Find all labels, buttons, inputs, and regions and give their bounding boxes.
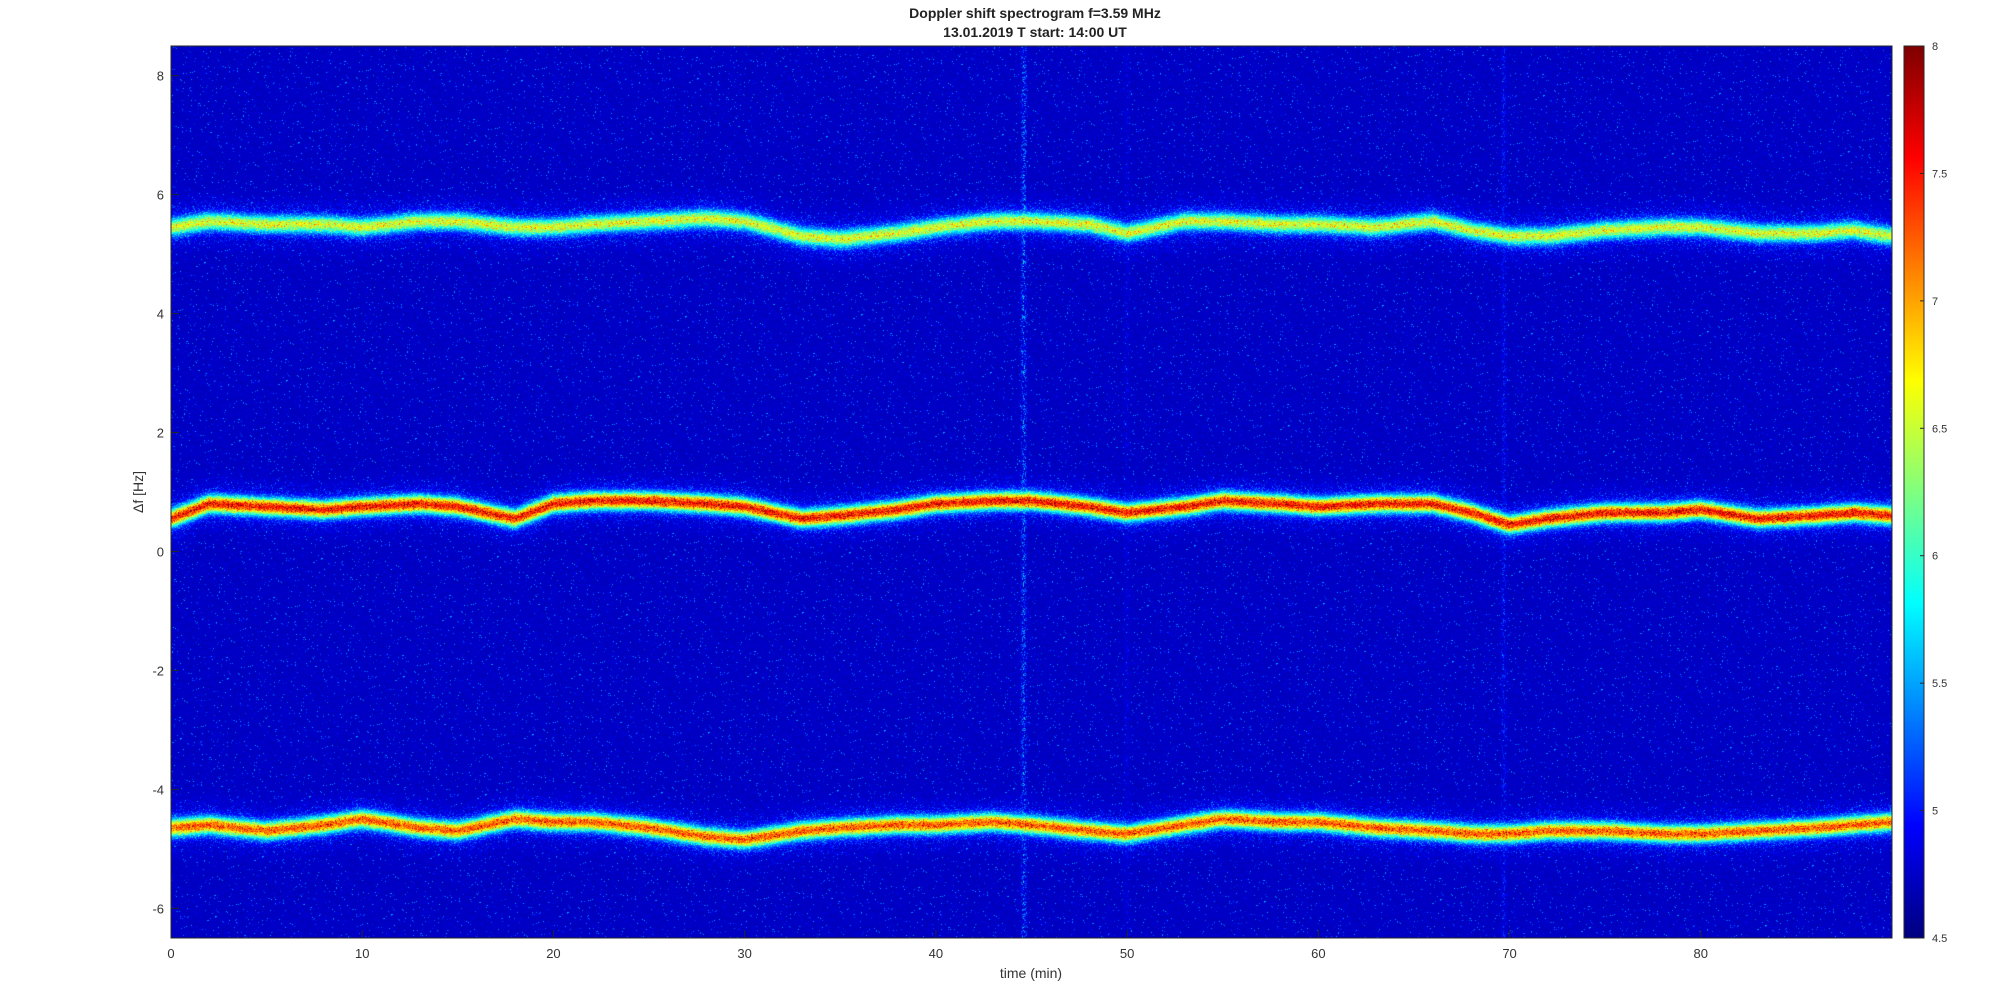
spectrogram-plot-area <box>170 45 1893 939</box>
x-tick-label: 60 <box>1311 946 1325 961</box>
colorbar-tick-label: 6 <box>1932 551 1938 563</box>
x-axis-label: time (min) <box>1000 965 1062 981</box>
y-tick-label: -6 <box>152 901 164 916</box>
colorbar-gradient <box>1904 46 1924 938</box>
colorbar-tick-label: 7.5 <box>1932 168 1947 180</box>
x-axis: 0 10 20 30 40 50 60 70 80 <box>167 930 1708 961</box>
x-tick-label: 30 <box>737 946 751 961</box>
colorbar-tick-label: 5.5 <box>1932 678 1947 690</box>
plot-frame <box>170 45 1893 939</box>
y-tick-label: -4 <box>152 782 164 797</box>
x-tick-label: 10 <box>355 946 369 961</box>
chart-title: Doppler shift spectrogram f=3.59 MHz <box>909 5 1161 21</box>
colorbar: 4.5 5 5.5 6 6.5 7 7.5 8 <box>1903 41 1947 945</box>
colorbar-tick-label: 6.5 <box>1932 423 1947 435</box>
spectrogram-heatmap <box>171 46 1892 938</box>
x-tick-label: 20 <box>546 946 560 961</box>
y-axis-label: Δf [Hz] <box>130 471 146 513</box>
x-tick-label: 50 <box>1120 946 1134 961</box>
colorbar-ticks: 4.5 5 5.5 6 6.5 7 7.5 8 <box>1920 41 1947 945</box>
colorbar-frame <box>1903 45 1925 939</box>
colorbar-tick-label: 5 <box>1932 806 1938 818</box>
colorbar-tick-label: 7 <box>1932 296 1938 308</box>
x-tick-label: 80 <box>1694 946 1708 961</box>
y-axis: -6 -4 -2 0 2 4 6 8 <box>152 69 179 916</box>
y-tick-label: 6 <box>157 188 164 203</box>
y-tick-label: 0 <box>157 544 164 559</box>
colorbar-tick-label: 8 <box>1932 41 1938 53</box>
chart-subtitle: 13.01.2019 T start: 14:00 UT <box>943 24 1127 40</box>
y-tick-label: 2 <box>157 426 164 441</box>
y-tick-label: 8 <box>157 69 164 84</box>
x-tick-label: 0 <box>167 946 174 961</box>
y-tick-label: -2 <box>152 663 164 678</box>
x-tick-label: 40 <box>929 946 943 961</box>
x-tick-label: 70 <box>1502 946 1516 961</box>
y-tick-label: 4 <box>157 307 164 322</box>
colorbar-tick-label: 4.5 <box>1932 933 1947 945</box>
